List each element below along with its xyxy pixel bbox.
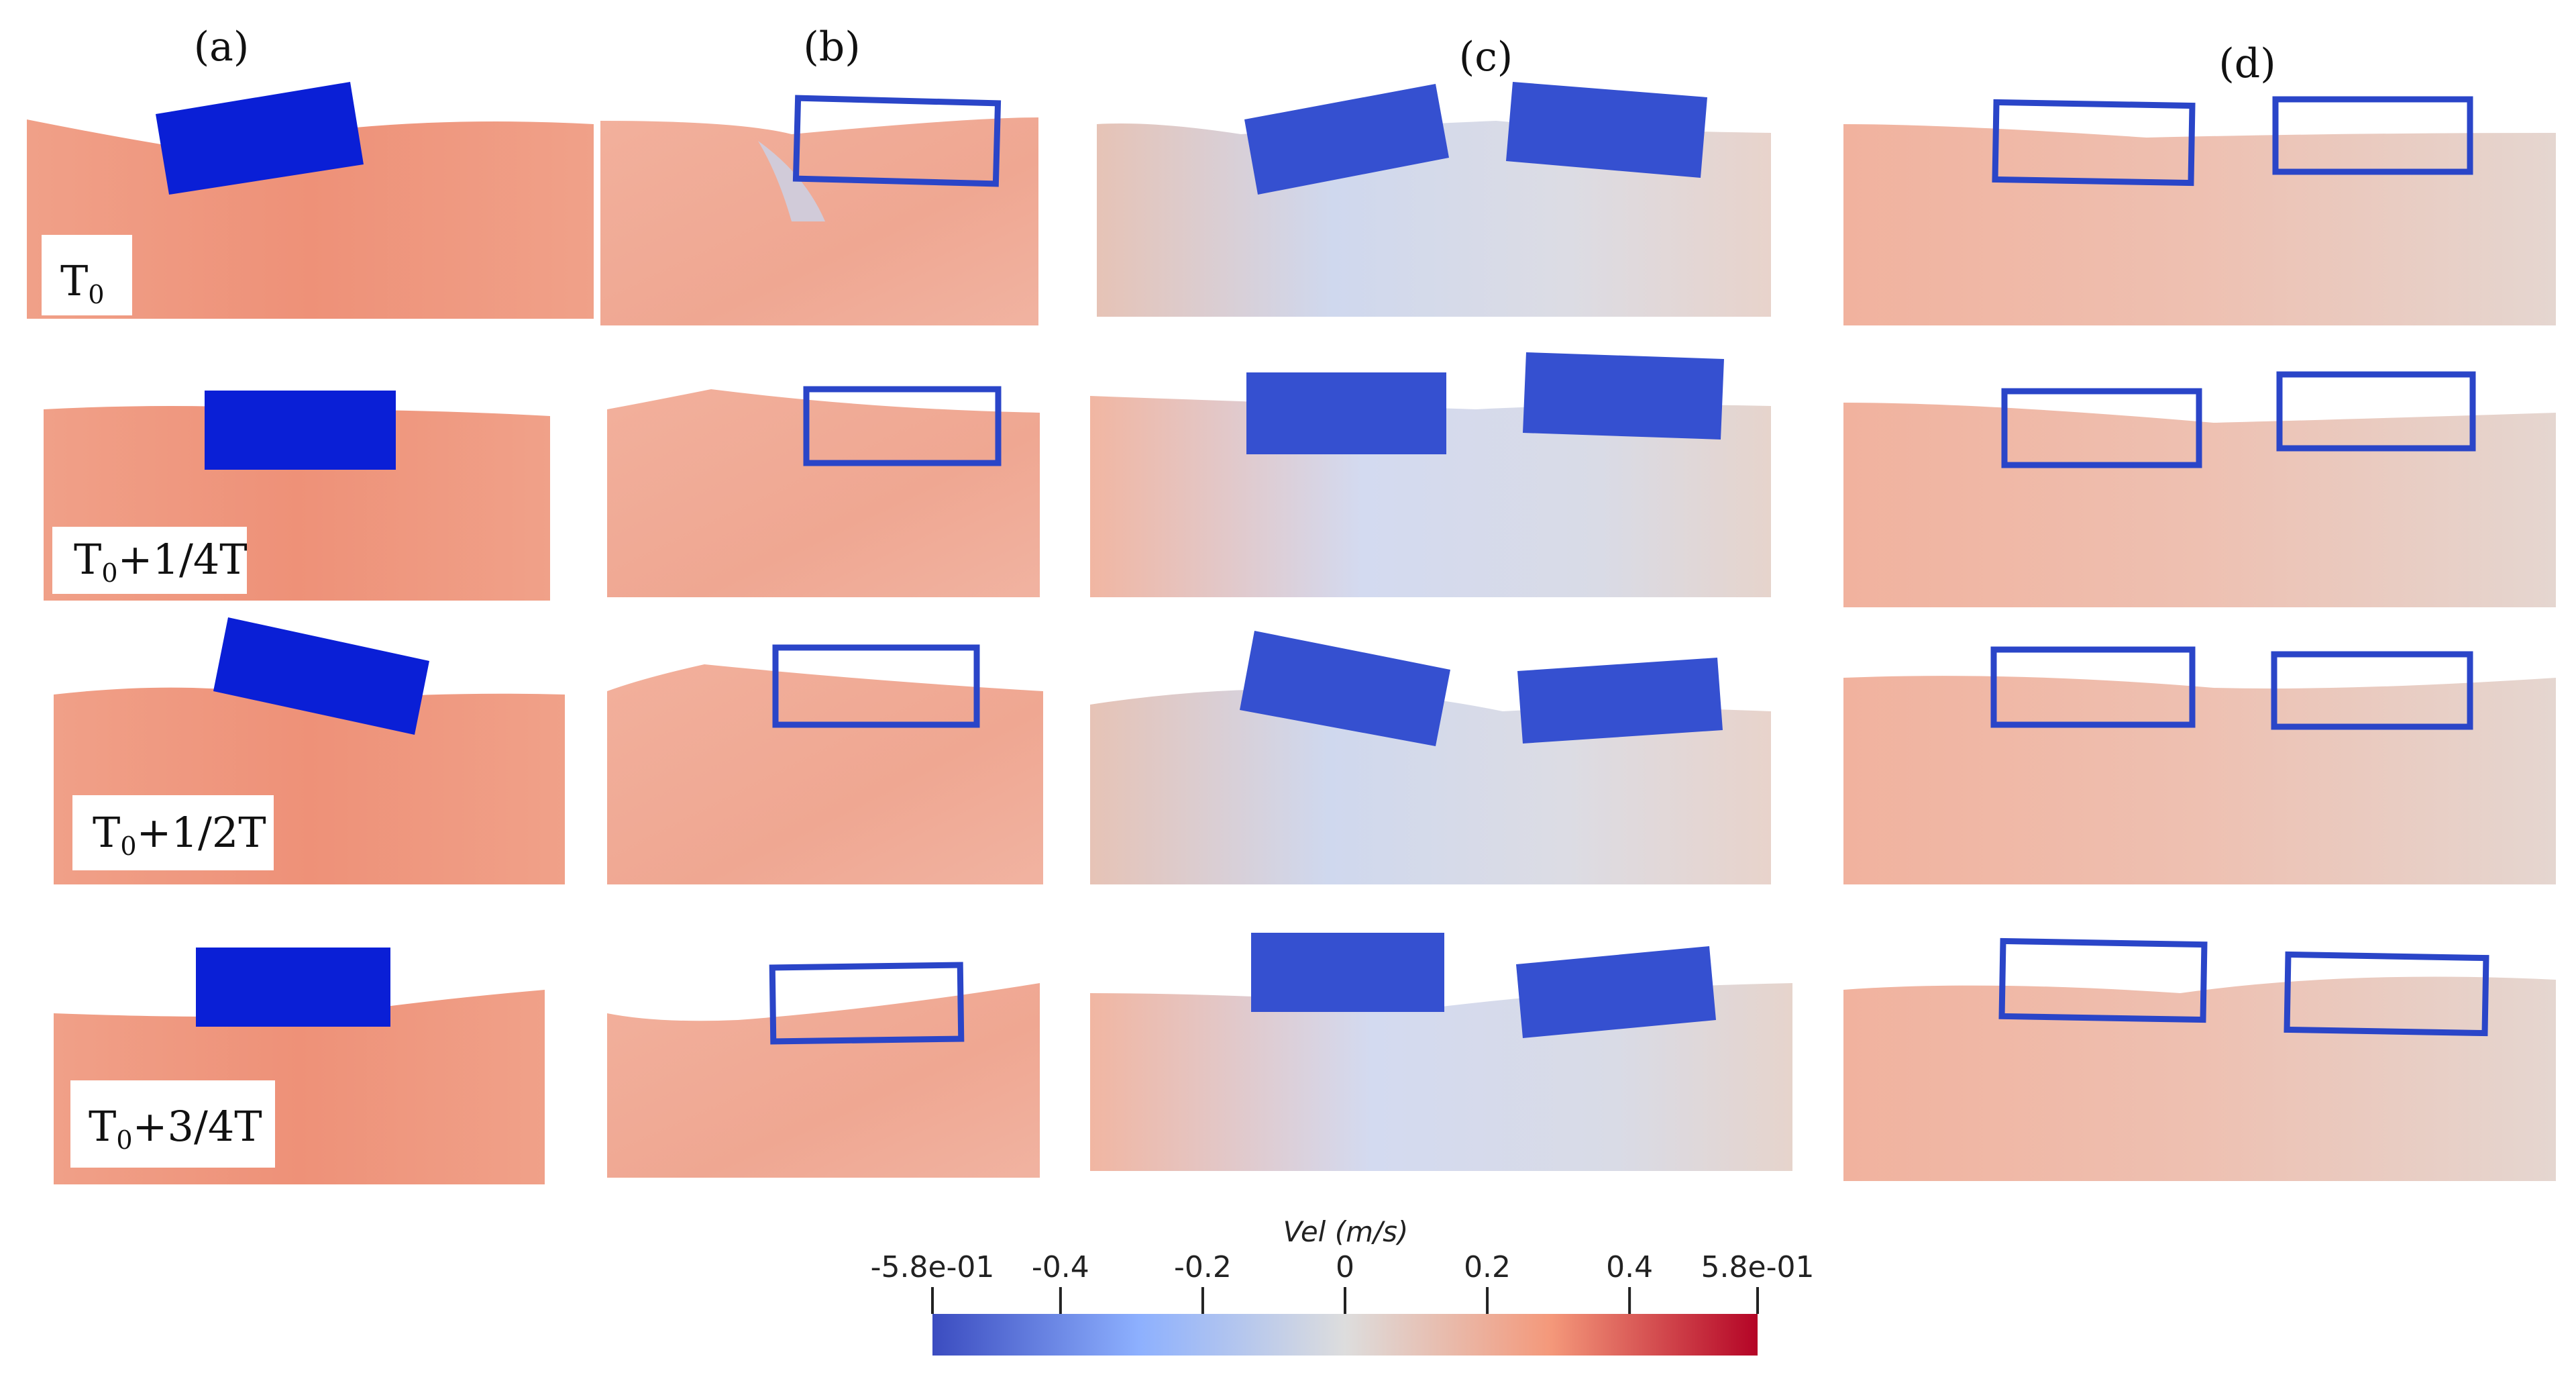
solid-body bbox=[1246, 372, 1446, 454]
column-label-a: (a) bbox=[194, 23, 250, 70]
solid-body bbox=[1251, 933, 1444, 1012]
frame-body bbox=[769, 962, 965, 1045]
frame-body bbox=[1990, 646, 2196, 728]
frame-body bbox=[772, 644, 980, 728]
frame-body bbox=[2276, 371, 2476, 452]
frame-body bbox=[1992, 99, 2196, 187]
solid-body bbox=[1516, 946, 1716, 1038]
frame-body bbox=[792, 95, 1002, 187]
panel-d-row2 bbox=[1843, 371, 2556, 607]
time-label-box bbox=[42, 235, 132, 315]
frame-body bbox=[2271, 651, 2473, 730]
frame-body bbox=[2001, 388, 2202, 468]
solid-body bbox=[1506, 82, 1707, 178]
time-label-box bbox=[72, 795, 274, 870]
solid-body bbox=[1240, 631, 1450, 746]
colorbar-tick-label: -0.2 bbox=[1174, 1250, 1232, 1284]
frame-body bbox=[1998, 937, 2208, 1023]
panel-c-row1 bbox=[1097, 82, 1771, 317]
panel-d-row1 bbox=[1843, 96, 2556, 325]
panel-c-row2 bbox=[1090, 352, 1771, 597]
time-label-box bbox=[52, 527, 247, 594]
panel-a-row2: T0+1/4T bbox=[44, 391, 550, 601]
time-label: T0 bbox=[60, 256, 105, 309]
solid-body bbox=[196, 948, 390, 1027]
panel-a-row3: T0+1/2T bbox=[54, 617, 565, 884]
solid-body bbox=[205, 391, 396, 470]
colorbar-tick-label: 0.4 bbox=[1606, 1250, 1653, 1284]
panel-a-row4: T0+3/4T bbox=[54, 948, 545, 1184]
panel-b-row2 bbox=[607, 386, 1040, 597]
panel-b-row1 bbox=[600, 95, 1038, 325]
time-label: T0+1/2T bbox=[93, 808, 266, 861]
colorbar-tick-label: 5.8e-01 bbox=[1701, 1250, 1815, 1284]
panel-c-row4 bbox=[1090, 933, 1792, 1171]
solid-body bbox=[156, 82, 364, 195]
solid-body bbox=[213, 617, 429, 735]
time-label: T0+1/4T bbox=[74, 535, 248, 588]
frame-body bbox=[2284, 951, 2489, 1037]
column-label-c: (c) bbox=[1459, 34, 1513, 81]
colorbar-title: Vel (m/s) bbox=[1283, 1215, 1409, 1248]
frame-body bbox=[2272, 96, 2473, 175]
frame-body bbox=[803, 386, 1002, 466]
colorbar-tick-label: 0.2 bbox=[1464, 1250, 1511, 1284]
column-label-d: (d) bbox=[2218, 40, 2275, 87]
panel-b-row3 bbox=[607, 644, 1043, 884]
panel-a-row1: T0 bbox=[27, 82, 594, 319]
colorbar-tick-label: -5.8e-01 bbox=[871, 1250, 995, 1284]
solid-body bbox=[1244, 84, 1449, 195]
colorbar-gradient bbox=[932, 1314, 1758, 1356]
solid-body bbox=[1523, 352, 1724, 440]
colorbar-tick-label: -0.4 bbox=[1032, 1250, 1089, 1284]
time-label-box bbox=[70, 1080, 275, 1168]
column-label-b: (b) bbox=[803, 23, 860, 70]
panel-d-row3 bbox=[1843, 646, 2556, 884]
solid-body bbox=[1517, 658, 1723, 744]
colorbar: Vel (m/s) -5.8e-01 -0.4 -0.2 0 0.2 0.4 5.8e-01 bbox=[871, 1215, 1815, 1356]
colorbar-tick-label: 0 bbox=[1336, 1250, 1354, 1284]
colorbar-ticks: -5.8e-01 -0.4 -0.2 0 0.2 0.4 5.8e-01 bbox=[871, 1250, 1815, 1314]
panel-c-row3 bbox=[1090, 631, 1771, 884]
time-label: T0+3/4T bbox=[89, 1102, 262, 1155]
panel-d-row4 bbox=[1843, 937, 2556, 1181]
panel-b-row4 bbox=[607, 962, 1040, 1178]
